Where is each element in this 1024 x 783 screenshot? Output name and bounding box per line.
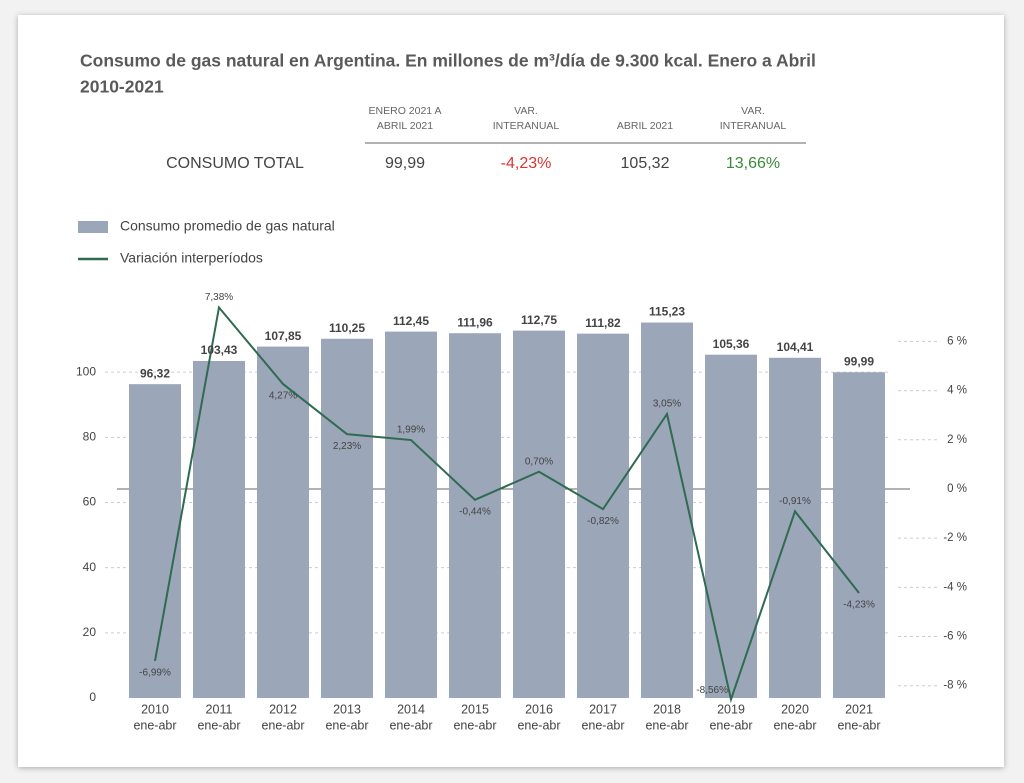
x-tick-label: 2010 [141,702,169,716]
x-tick-label: ene-abr [453,718,496,732]
line-label: 2,23% [333,441,361,452]
x-tick-label: ene-abr [389,718,432,732]
line-label: -0,91% [779,496,811,507]
column-header: ABRIL 2021 [377,120,433,132]
x-tick-label: 2015 [461,702,489,716]
bar [257,346,309,698]
x-tick-label: 2016 [525,702,553,716]
x-tick-label: ene-abr [773,718,816,732]
row-label: CONSUMO TOTAL [166,155,304,172]
bar [513,330,565,698]
bar [321,338,373,698]
x-tick-label: ene-abr [709,718,752,732]
cell: -4,23% [501,155,552,172]
y-tick-label: 0 [89,690,96,704]
line-label: 1,99% [397,425,425,436]
y2-tick-label: 4 % [947,385,967,397]
x-tick-label: 2013 [333,702,361,716]
legend-swatch [78,221,108,233]
column-header: VAR. [741,105,765,117]
y-tick-label: 40 [83,560,97,574]
bar-label: 103,43 [201,343,238,357]
bar [129,384,181,698]
x-tick-label: 2018 [653,702,681,716]
y-tick-label: 60 [83,495,97,509]
bar-label: 115,23 [649,305,685,319]
y2-tick-label: -6 % [943,631,967,643]
x-tick-label: ene-abr [581,718,624,732]
y2-tick-label: 2 % [947,434,967,446]
x-tick-label: ene-abr [133,718,176,732]
line-label: -4,23% [843,600,875,611]
y2-tick-label: 0 % [947,483,967,495]
bar-label: 104,41 [777,340,814,354]
x-tick-label: 2019 [717,702,745,716]
bar [449,333,501,698]
bar-label: 111,82 [585,316,621,330]
legend-label: Consumo promedio de gas natural [120,218,335,234]
column-header: ENERO 2021 A [369,105,442,117]
bar [769,357,821,698]
x-tick-label: 2011 [206,702,233,716]
bar [705,354,757,698]
title: Consumo de gas natural en Argentina. En … [80,51,816,71]
bar [385,331,437,698]
bar-label: 110,25 [329,321,365,335]
bar-label: 111,96 [457,315,493,329]
x-tick-label: 2017 [589,702,617,716]
x-tick-label: ene-abr [261,718,304,732]
column-header: VAR. [514,105,538,117]
legend-label: Variación interperíodos [120,250,263,266]
line-label: -0,44% [459,506,491,517]
x-tick-label: ene-abr [517,718,560,732]
y2-tick-label: -8 % [943,680,967,692]
bar-label: 112,45 [393,314,429,328]
y-tick-label: 80 [83,430,97,444]
y2-tick-label: -4 % [943,581,967,593]
bar-label: 105,36 [713,337,750,351]
line-label: 0,70% [525,456,553,467]
cell: 105,32 [621,155,670,172]
x-tick-label: ene-abr [197,718,240,732]
x-tick-label: ene-abr [645,718,688,732]
bar [641,322,693,698]
line-label: 4,27% [269,391,297,402]
summary-table: CONSUMO TOTAL 99,99 -4,23% 105,32 13,66% [166,142,806,172]
line-label: -6,99% [139,668,171,679]
x-tick-label: 2014 [397,702,425,716]
bar [833,372,885,698]
bar-label: 107,85 [265,329,302,343]
y2-tick-label: -2 % [943,532,967,544]
bar [193,360,245,698]
column-header: INTERANUAL [493,120,560,132]
cell: 13,66% [726,155,780,172]
y2-tick-label: 6 % [947,335,967,347]
x-tick-label: 2012 [269,702,297,716]
line-label: 3,05% [653,399,681,410]
line-label: 7,38% [205,292,233,303]
x-tick-label: ene-abr [325,718,368,732]
title: 2010-2021 [80,77,164,97]
bar-label: 99,99 [844,354,874,368]
bar-label: 112,75 [521,313,557,327]
y-tick-label: 100 [76,364,96,378]
y-tick-label: 20 [83,625,97,639]
bar [577,333,629,698]
line [154,305,860,704]
x-tick-label: ene-abr [837,718,880,732]
column-header: ABRIL 2021 [617,120,673,132]
x-tick-label: 2021 [845,702,873,716]
bar-label: 96,32 [140,366,170,380]
line-label: -8,56% [696,685,728,696]
line-label: -0,82% [587,516,619,527]
cell: 99,99 [385,155,425,172]
x-tick-label: 2020 [781,702,809,716]
column-header: INTERANUAL [720,120,787,132]
